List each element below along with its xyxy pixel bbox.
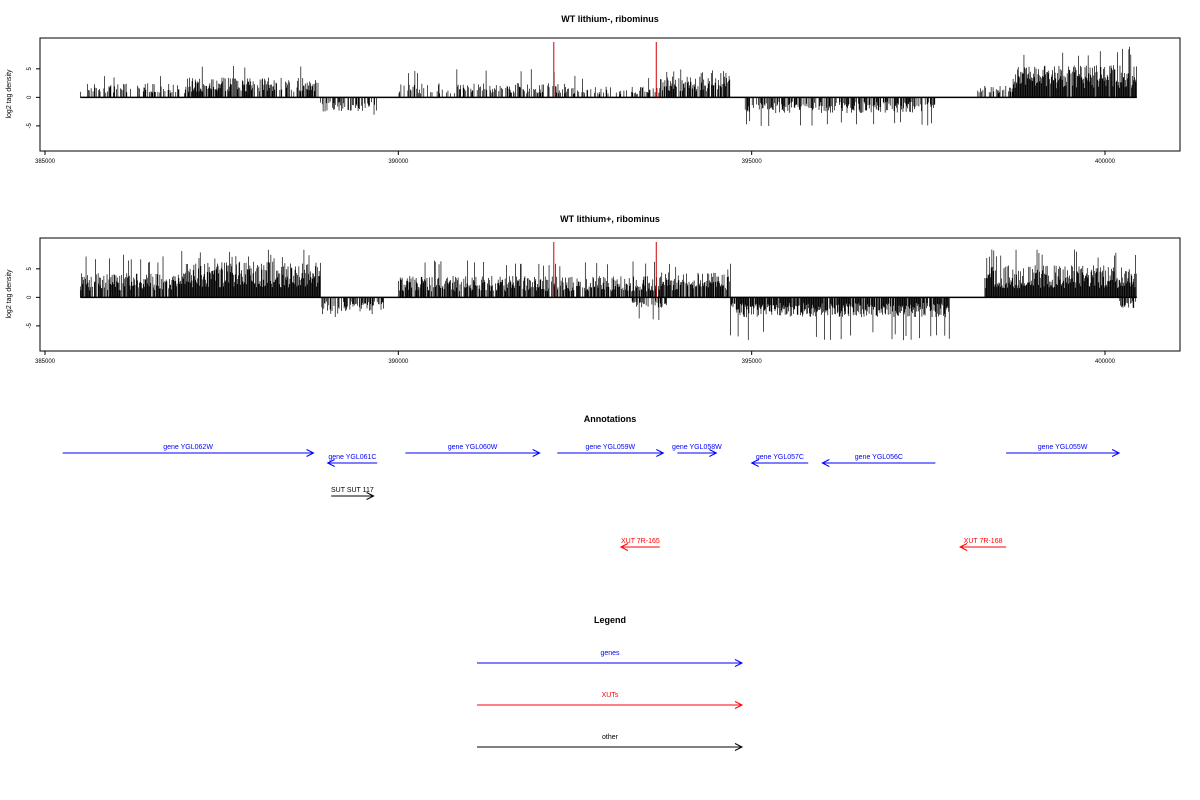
legend-arrow-other bbox=[477, 743, 744, 751]
x-tick-label: 385000 bbox=[35, 359, 56, 365]
position-markers bbox=[553, 242, 657, 298]
legend-label: genes bbox=[600, 650, 620, 657]
annotation-items: gene YGL062W gene YGL061C gene YGL060W gene… bbox=[62, 444, 1121, 551]
x-tick-label: 390000 bbox=[388, 159, 409, 165]
annotation-label: gene YGL055W bbox=[1038, 444, 1088, 451]
annotation-arrow-gene bbox=[750, 459, 809, 467]
annotation-label: gene YGL057C bbox=[756, 454, 804, 461]
annotation-label: XUT 7R-165 bbox=[621, 538, 660, 545]
x-tick-label: 390000 bbox=[388, 359, 409, 365]
panel-title: WT lithium-, ribominus bbox=[561, 14, 659, 24]
y-axis: -5 0 5 bbox=[27, 266, 41, 329]
annotation-arrow-gene bbox=[677, 449, 718, 457]
annotation-label: gene YGL061C bbox=[328, 454, 376, 461]
y-tick-label: 5 bbox=[27, 266, 33, 270]
annotation-arrow-gene bbox=[821, 459, 936, 467]
annotation-arrow-xut bbox=[619, 543, 660, 551]
annotation-arrow-other bbox=[331, 492, 375, 500]
x-tick-label: 400000 bbox=[1095, 359, 1116, 365]
legend-arrow-gene bbox=[477, 659, 744, 667]
legend-items: genes XUTs other bbox=[477, 650, 744, 751]
track-panel-lithium-plus: WT lithium+, ribominus 385000 390000 39500… bbox=[6, 214, 1181, 365]
x-axis: 385000 390000 395000 400000 bbox=[35, 350, 1116, 365]
annotation-label: gene YGL058W bbox=[672, 444, 722, 451]
legend: Legend genes XUTs other bbox=[477, 615, 744, 751]
annotation-label: gene YGL056C bbox=[855, 454, 903, 461]
annotation-arrow-gene bbox=[557, 449, 665, 457]
y-axis-label: log2 tag density bbox=[6, 269, 13, 319]
density-bars bbox=[79, 249, 1137, 341]
x-axis: 385000 390000 395000 400000 bbox=[35, 150, 1116, 165]
y-tick-label: -5 bbox=[27, 323, 33, 329]
y-axis-label: log2 tag density bbox=[6, 69, 13, 119]
legend-label: other bbox=[602, 734, 619, 741]
annotation-arrow-gene bbox=[62, 449, 315, 457]
annotation-label: gene YGL062W bbox=[163, 444, 213, 451]
panel-title: WT lithium+, ribominus bbox=[560, 214, 660, 224]
x-tick-label: 385000 bbox=[35, 159, 56, 165]
legend-arrow-xut bbox=[477, 701, 744, 709]
annotation-label: gene YGL060W bbox=[448, 444, 498, 451]
y-tick-label: 0 bbox=[27, 295, 33, 299]
x-tick-label: 395000 bbox=[742, 159, 763, 165]
annotation-arrow-xut bbox=[959, 543, 1007, 551]
x-tick-label: 395000 bbox=[742, 359, 763, 365]
annotation-arrow-gene bbox=[405, 449, 541, 457]
annotation-label: SUT SUT 117 bbox=[331, 487, 374, 494]
legend-title: Legend bbox=[594, 615, 626, 625]
annotation-label: gene YGL059W bbox=[585, 444, 635, 451]
annotation-arrow-gene bbox=[1006, 449, 1121, 457]
y-axis: -5 0 5 bbox=[27, 66, 41, 129]
density-bars bbox=[79, 46, 1137, 126]
y-tick-label: 5 bbox=[27, 66, 33, 70]
annotation-label: XUT 7R-168 bbox=[964, 538, 1003, 545]
annotations-title: Annotations bbox=[584, 414, 637, 424]
position-markers bbox=[553, 42, 657, 98]
y-tick-label: 0 bbox=[27, 95, 33, 99]
track-panel-lithium-minus: WT lithium-, ribominus 385000 390000 39500… bbox=[6, 14, 1181, 165]
y-tick-label: -5 bbox=[27, 123, 33, 129]
x-tick-label: 400000 bbox=[1095, 159, 1116, 165]
annotation-arrow-gene bbox=[326, 459, 378, 467]
legend-label: XUTs bbox=[602, 692, 619, 699]
